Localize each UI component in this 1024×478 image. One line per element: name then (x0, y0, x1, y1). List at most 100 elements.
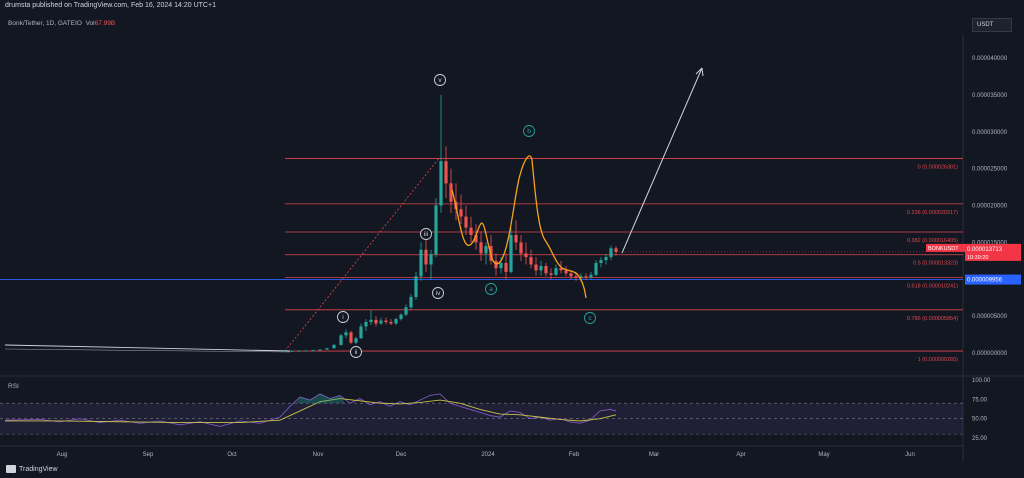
wave-label: c (588, 315, 592, 322)
x-tick-label: Jun (905, 452, 915, 458)
candle-body (614, 248, 618, 252)
candle-body (311, 350, 315, 352)
chart-header: Bonk/Tether, 1D, GATEIO Vol67.99B USDT (0, 14, 1024, 34)
candle-body (444, 161, 448, 184)
volume-label: Vol (85, 20, 95, 27)
fib-level-label: 0 (0.000026381) (918, 164, 959, 170)
rsi-ma-line (5, 398, 617, 423)
price-chart[interactable]: 0.000040000 0.000035000 0.000030000 0.00002… (0, 0, 1024, 462)
candle-body (304, 350, 308, 352)
candle-body (534, 264, 538, 271)
candle-body (524, 253, 528, 258)
candle-body (579, 276, 583, 278)
candle-body (283, 350, 287, 352)
rsi-tick-label: 50.00 (972, 417, 988, 423)
fib-level-label: 0.786 (0.000005854) (907, 316, 958, 322)
candle-body (399, 314, 403, 320)
target-arrow-line (621, 67, 703, 254)
rsi-label: RSI (8, 383, 19, 390)
candle-body (424, 249, 428, 265)
candle-body (479, 242, 483, 254)
rsi-overbought-fill (296, 393, 345, 404)
candle-body (554, 268, 558, 275)
candle-body (439, 161, 443, 206)
candle-body (449, 183, 453, 202)
symbol-tag-label: BONKUSDT (928, 246, 959, 252)
candle-body (549, 273, 553, 275)
candle-body (379, 320, 383, 324)
wave-label-circle (523, 125, 535, 137)
fib-trend-line (284, 156, 441, 352)
wave-label-circle (337, 311, 349, 323)
candle-body (469, 227, 473, 235)
publisher-bar: drumsta published on TradingView.com, Fe… (0, 0, 1024, 14)
wave-label: v (438, 77, 442, 84)
candle-body (464, 216, 468, 228)
candle-body (589, 274, 593, 278)
candle-body (609, 248, 613, 258)
footer: TradingView (0, 462, 1024, 478)
candle-body (544, 265, 548, 274)
candle-body (494, 260, 498, 269)
candle-body (339, 335, 343, 345)
fib-level-label: 0.5 (0.000013323) (913, 261, 958, 267)
y-tick-label: 0.000005000 (972, 314, 1008, 320)
candle-body (539, 265, 543, 271)
candle-body (394, 319, 398, 324)
wave-label-circle (432, 287, 444, 299)
candle-body (569, 273, 573, 277)
candle-body (434, 205, 438, 255)
candle-body (374, 319, 378, 324)
symbol-tag (926, 243, 966, 252)
support-price-tag (965, 274, 1021, 285)
support-price-label: 0.000009956 (967, 278, 1003, 284)
wave-label-circle (350, 346, 362, 358)
candle-body (484, 246, 488, 254)
x-tick-label: Oct (227, 452, 237, 458)
wave-label: iv (436, 290, 441, 297)
candle-body (474, 235, 478, 243)
wave-label: iii (424, 231, 428, 238)
x-tick-label: Mar (649, 452, 659, 458)
wave-label: b (527, 128, 531, 135)
rsi-tick-label: 100.00 (972, 378, 991, 384)
current-price-label: 0.000013713 (967, 247, 1003, 253)
x-tick-label: Feb (569, 452, 580, 458)
brand-text: TradingView (19, 465, 58, 473)
y-tick-label: 0.000020000 (972, 204, 1008, 210)
candle-body (354, 338, 358, 343)
candle-body (404, 307, 408, 315)
candle-body (325, 348, 329, 350)
candle-body (414, 276, 418, 297)
candle-body (349, 332, 353, 343)
y-tick-label: 0.000040000 (972, 56, 1008, 62)
candle-body (584, 276, 588, 278)
candle-body (564, 270, 568, 274)
fib-level-label: 0.236 (0.000020217) (907, 210, 958, 216)
x-tick-label: Nov (313, 452, 324, 458)
candle-body (594, 263, 598, 275)
symbol-legend[interactable]: Bonk/Tether, 1D, GATEIO Vol67.99B (8, 20, 115, 27)
candle-body (389, 322, 393, 324)
candle-body (459, 209, 463, 217)
x-tick-label: Sep (143, 452, 154, 458)
current-price-tag (965, 243, 1021, 261)
candle-body (574, 276, 578, 278)
x-tick-label: 2024 (481, 452, 495, 458)
countdown-label: 10:39:20 (967, 255, 988, 261)
rsi-tick-label: 25.00 (972, 436, 988, 442)
wave-label-circle (420, 228, 432, 240)
x-tick-label: Aug (57, 452, 68, 458)
candle-body (369, 319, 373, 323)
trend-line-left (4, 344, 291, 352)
publisher-text: drumsta published on TradingView.com, Fe… (5, 2, 216, 9)
candle-body (509, 235, 513, 272)
fib-level-label: 0.382 (0.000016405) (907, 238, 958, 244)
candle-body (504, 263, 508, 272)
currency-button[interactable]: USDT (972, 18, 1012, 32)
rsi-tick-label: 75.00 (972, 397, 988, 403)
tradingview-brand[interactable]: TradingView (6, 465, 58, 473)
y-tick-label: 0.000015000 (972, 240, 1008, 246)
candle-body (519, 242, 523, 254)
candle-body (290, 350, 294, 352)
